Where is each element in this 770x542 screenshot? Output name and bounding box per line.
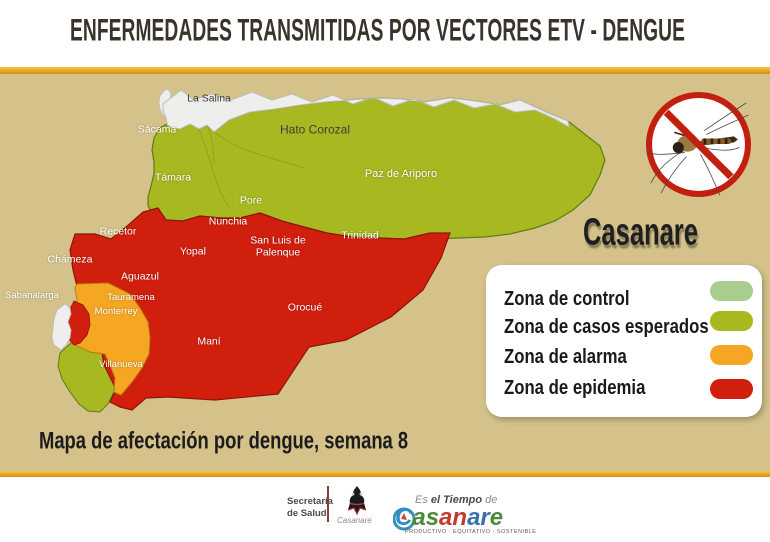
svg-text:Casanare: Casanare <box>395 504 503 531</box>
svg-text:PRODUCTIVO · EQUITATIVO · SOST: PRODUCTIVO · EQUITATIVO · SOSTENIBLE <box>405 529 536 535</box>
